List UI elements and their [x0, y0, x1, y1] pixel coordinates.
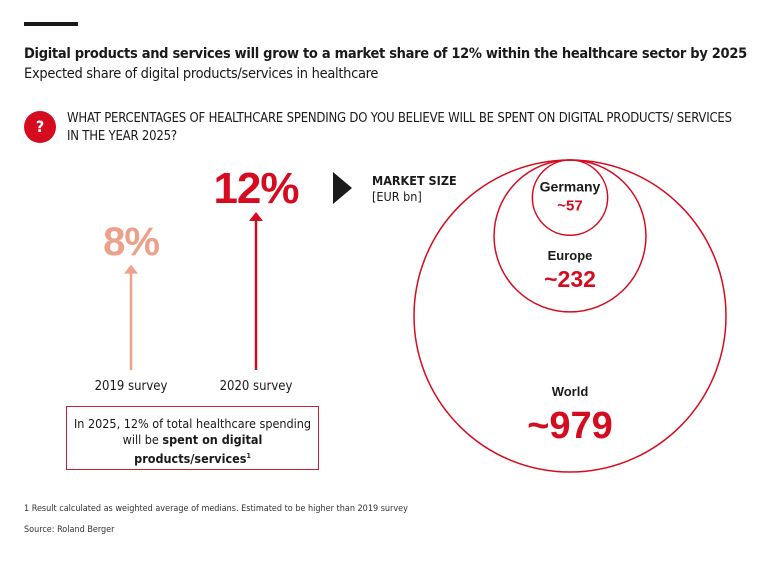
source: Source: Roland Berger	[24, 525, 115, 535]
footnote: 1 Result calculated as weighted average …	[24, 504, 408, 514]
market-size-title: MARKET SIZE	[372, 173, 457, 188]
value-label-2019: 8%	[103, 220, 160, 264]
bubble-value-world: ~979	[527, 405, 613, 447]
summary-text: In 2025, 12% of total healthcare spendin…	[73, 416, 312, 447]
survey-question: WHAT PERCENTAGES OF HEALTHCARE SPENDING …	[67, 111, 732, 144]
summary-box: In 2025, 12% of total healthcare spendin…	[66, 406, 319, 470]
bubble-value-germany: ~57	[557, 198, 582, 215]
bubble-value-europe: ~232	[544, 266, 596, 292]
arrow-head-icon	[249, 212, 263, 221]
header-rule	[24, 22, 78, 26]
market-size-unit: [EUR bn]	[372, 189, 422, 204]
question-mark-icon: ?	[24, 111, 56, 143]
page-subtitle: Expected share of digital products/servi…	[24, 66, 379, 82]
category-label-2019: 2019 survey	[94, 379, 168, 394]
page-title: Digital products and services will grow …	[24, 46, 747, 62]
summary-bold-text: spent on digital products/services1	[134, 432, 263, 467]
bubble-name-germany: Germany	[540, 179, 601, 195]
triangle-arrow-icon	[333, 172, 352, 204]
bubble-world	[413, 159, 727, 473]
value-label-2020: 12%	[213, 164, 299, 213]
bubble-name-world: World	[552, 384, 589, 399]
arrow-head-icon	[124, 264, 138, 274]
bubble-name-europe: Europe	[548, 248, 593, 263]
category-label-2020: 2020 survey	[219, 379, 293, 394]
